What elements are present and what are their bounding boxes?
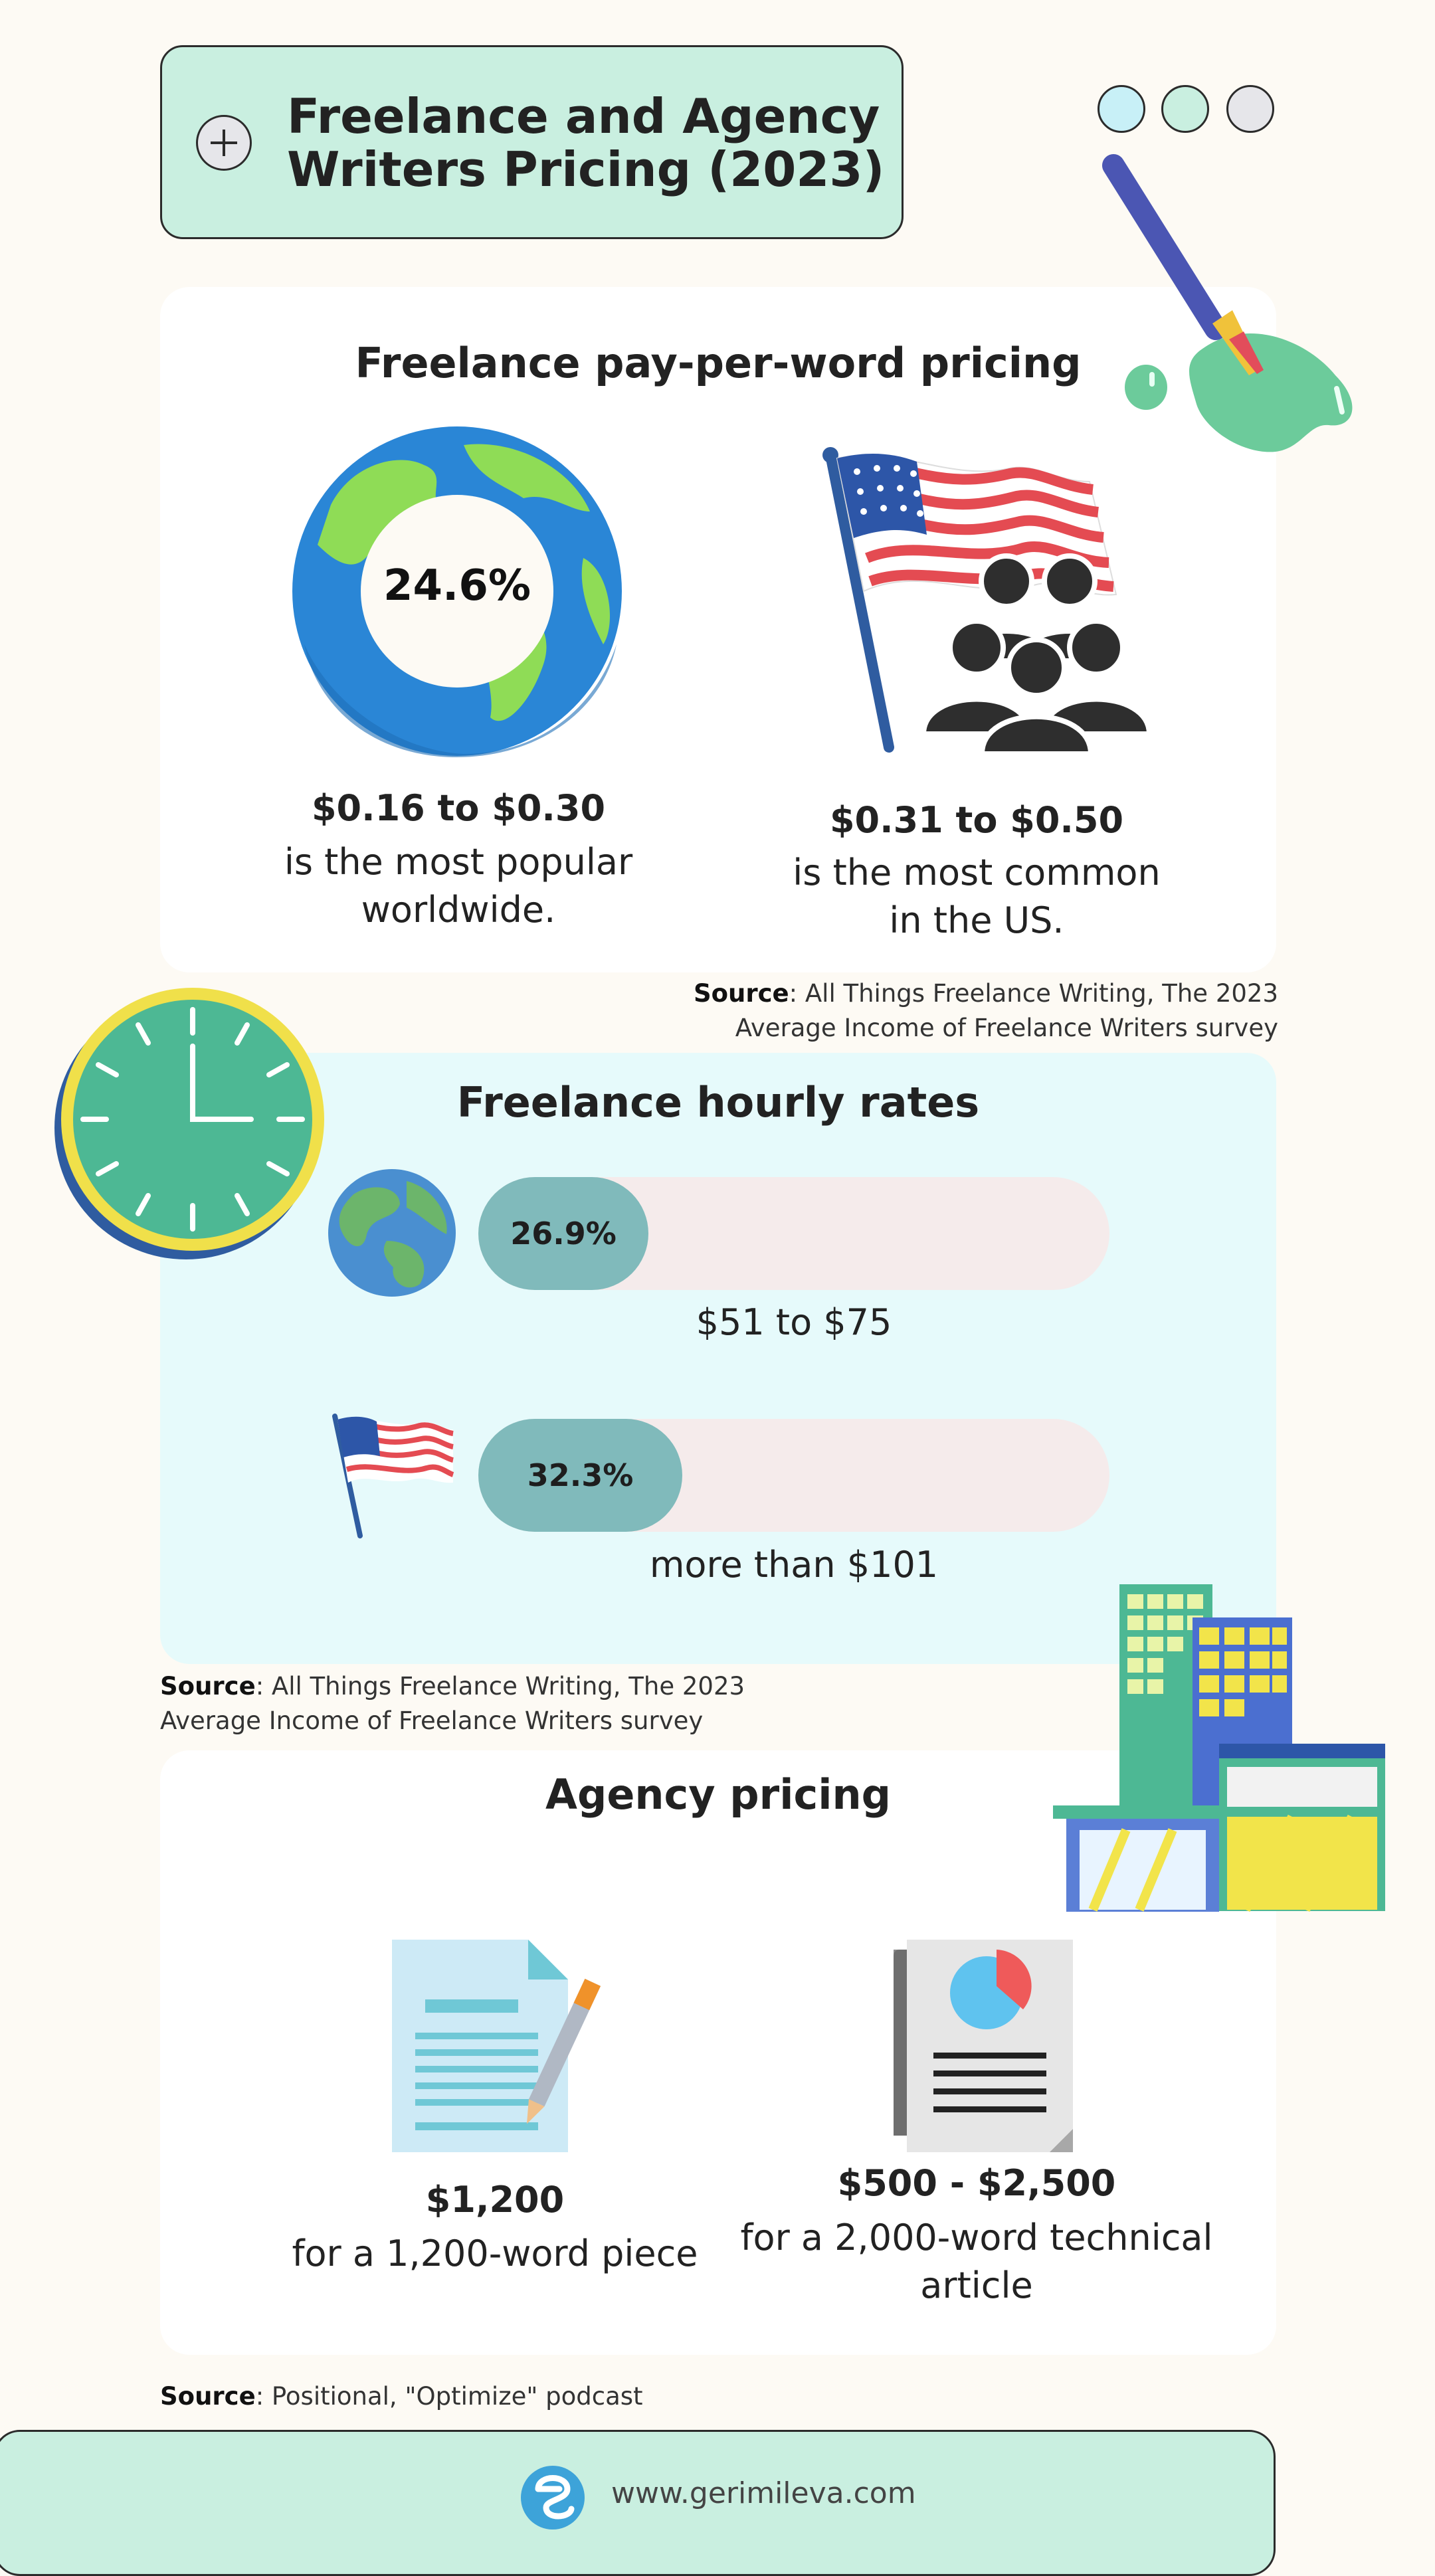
report-pie-chart-icon: [894, 1940, 1073, 2152]
world-price: $0.16 to $0.30: [311, 787, 606, 829]
gerimileva-logo-icon: [521, 2466, 585, 2530]
source-text: : All Things Freelance Writing, The 2023: [789, 979, 1278, 1008]
us-caption: is the most common in the US.: [777, 849, 1176, 945]
hourly-bar-fill-1: 26.9%: [478, 1177, 648, 1290]
per-word-heading: Freelance pay-per-word pricing: [355, 339, 1082, 387]
agency-heading: Agency pricing: [545, 1770, 892, 1819]
us-caption-line1: is the most common: [793, 852, 1161, 893]
us-price: $0.31 to $0.50: [829, 799, 1124, 841]
us-flag-people-icon: [822, 447, 1153, 757]
hourly-range-2: more than $101: [649, 1544, 939, 1586]
us-flag-icon: [332, 1414, 454, 1538]
agency-left-caption: for a 1,200-word piece: [292, 2233, 698, 2274]
hourly-bar-percent-1: 26.9%: [510, 1216, 617, 1251]
agency-right-caption-line1: for a 2,000-word technical: [740, 2217, 1213, 2258]
agency-right-caption: for a 2,000-word technical article: [731, 2214, 1222, 2310]
hourly-card: [160, 1053, 1276, 1664]
earth-globe-icon: [328, 1169, 456, 1297]
source-label: Source: [160, 2382, 256, 2411]
page-title: Freelance and Agency Writers Pricing (20…: [287, 90, 885, 196]
world-caption-line2: worldwide.: [361, 889, 556, 931]
agency-source: Source: Positional, "Optimize" podcast: [160, 2379, 957, 2414]
dot-blue-icon: [1098, 85, 1145, 133]
hourly-range-1: $51 to $75: [696, 1301, 892, 1343]
per-word-source: Source: All Things Freelance Writing, Th…: [614, 976, 1278, 1046]
source-text: : Positional, "Optimize" podcast: [255, 2382, 643, 2411]
source-label: Source: [693, 979, 789, 1008]
hourly-source: Source: All Things Freelance Writing, Th…: [160, 1669, 824, 1738]
agency-left-price: $1,200: [425, 2179, 565, 2221]
source-label: Source: [160, 1672, 256, 1701]
title-box: [160, 45, 904, 239]
page-title-line1: Freelance and Agency: [287, 88, 880, 144]
building-icon: [1053, 1584, 1385, 1912]
paintbrush-icon: [1102, 154, 1353, 452]
agency-right-caption-line2: article: [920, 2264, 1033, 2306]
hourly-bar-percent-2: 32.3%: [527, 1457, 634, 1493]
world-caption-line1: is the most popular: [284, 841, 633, 883]
source-text-line2: Average Income of Freelance Writers surv…: [735, 1014, 1278, 1042]
hourly-heading: Freelance hourly rates: [456, 1078, 980, 1127]
source-text: : All Things Freelance Writing, The 2023: [255, 1672, 745, 1701]
dot-grey-icon: [1226, 85, 1274, 133]
page-title-line2: Writers Pricing (2023): [287, 141, 885, 197]
footer-url-link[interactable]: www.gerimileva.com: [611, 2476, 916, 2510]
clock-icon: [54, 988, 324, 1259]
agency-right-price: $500 - $2,500: [837, 2162, 1116, 2204]
plus-icon: [196, 115, 252, 171]
document-pen-icon: [392, 1940, 601, 2152]
dot-mint-icon: [1161, 85, 1209, 133]
world-caption: is the most popular worldwide.: [259, 838, 658, 934]
source-text-line2: Average Income of Freelance Writers surv…: [160, 1706, 704, 1735]
world-percent-label: 24.6%: [383, 561, 531, 610]
globe-donut-icon: [292, 426, 622, 757]
us-caption-line2: in the US.: [889, 899, 1064, 941]
hourly-bar-fill-2: 32.3%: [478, 1419, 682, 1532]
